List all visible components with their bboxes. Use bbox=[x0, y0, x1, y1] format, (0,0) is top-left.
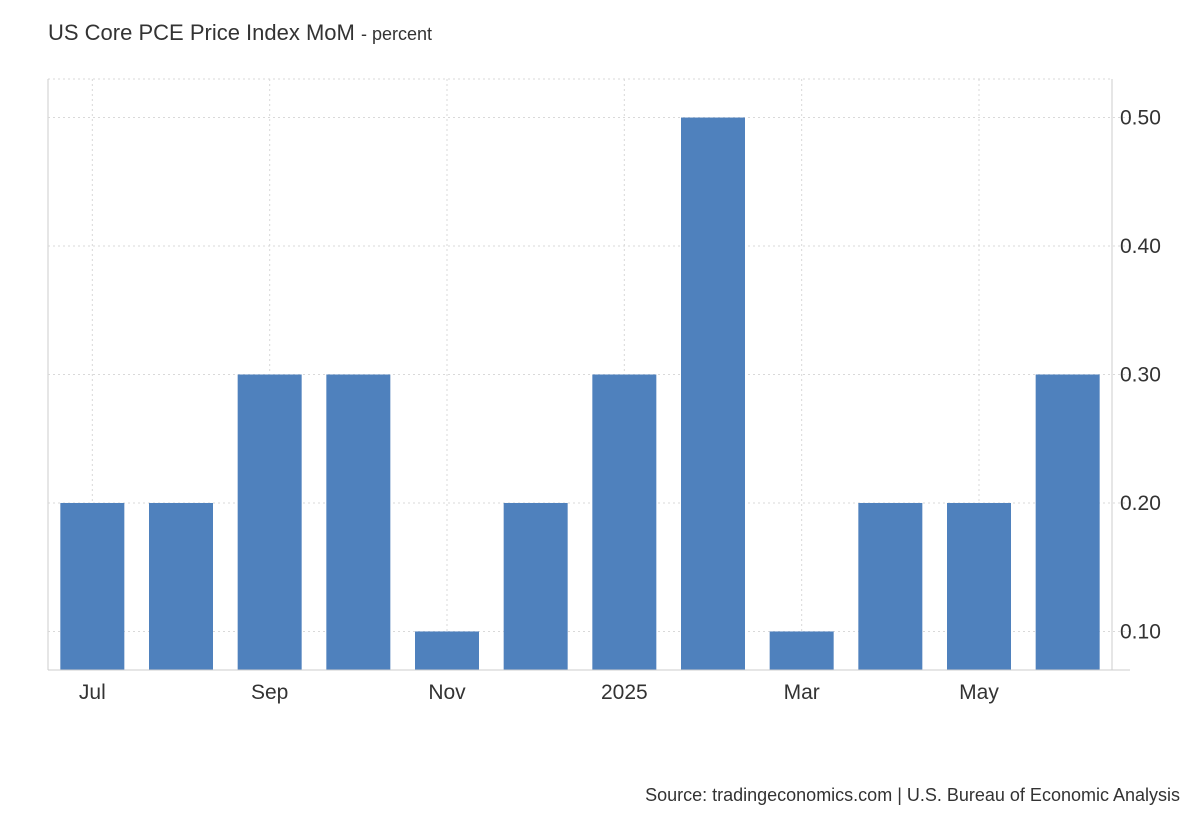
bar bbox=[60, 502, 125, 670]
bar bbox=[858, 502, 923, 670]
bar bbox=[503, 502, 568, 670]
bar bbox=[237, 374, 302, 670]
y-tick-label: 0.30 bbox=[1120, 364, 1161, 387]
y-tick-label: 0.10 bbox=[1120, 620, 1161, 643]
x-tick-label: 2025 bbox=[601, 681, 648, 704]
x-tick-label: Jul bbox=[79, 681, 106, 704]
bar bbox=[1035, 374, 1100, 670]
y-tick-label: 0.50 bbox=[1120, 107, 1161, 130]
bar bbox=[592, 374, 657, 670]
y-tick-label: 0.20 bbox=[1120, 492, 1161, 515]
x-tick-label: May bbox=[959, 681, 999, 704]
bar bbox=[947, 502, 1011, 670]
bar bbox=[415, 631, 479, 670]
chart-subtitle: - percent bbox=[361, 24, 433, 44]
bar bbox=[681, 117, 745, 671]
y-tick-label: 0.40 bbox=[1120, 235, 1161, 258]
bar bbox=[769, 631, 834, 670]
source-note: Source: tradingeconomics.com | U.S. Bure… bbox=[645, 785, 1180, 805]
chart-title: US Core PCE Price Index MoM - percent bbox=[48, 20, 432, 46]
x-tick-label: Nov bbox=[428, 681, 466, 704]
x-tick-label: Sep bbox=[251, 681, 288, 704]
bar bbox=[149, 502, 213, 670]
chart-title-text: US Core PCE Price Index MoM bbox=[48, 20, 355, 45]
x-tick-label: Mar bbox=[784, 681, 820, 704]
bar bbox=[326, 374, 391, 670]
